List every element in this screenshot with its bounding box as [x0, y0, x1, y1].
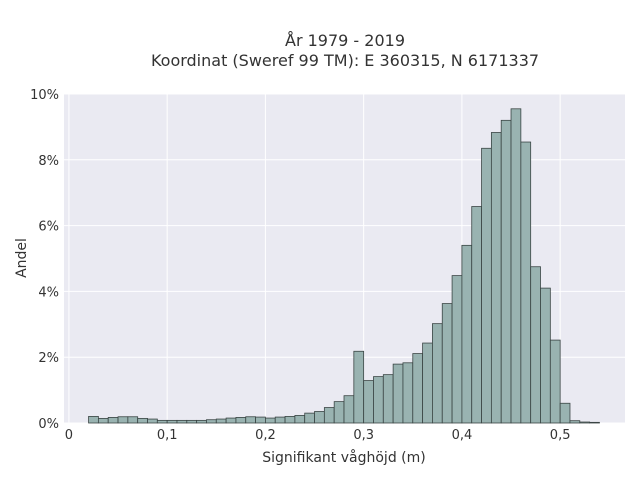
histogram-bar — [107, 417, 119, 424]
histogram-bar — [589, 421, 600, 424]
histogram-bar — [147, 418, 158, 424]
histogram-bar — [225, 417, 237, 424]
histogram-bar — [461, 244, 473, 424]
histogram-bar — [284, 416, 296, 424]
histogram-bar — [245, 416, 256, 424]
histogram-bar — [363, 380, 374, 424]
y-tick-label: 2% — [38, 351, 59, 366]
histogram-bar — [196, 419, 207, 424]
histogram-bar — [274, 416, 286, 424]
histogram-bar — [373, 376, 384, 424]
x-tick-label: 0,4 — [452, 428, 473, 443]
y-tick-label: 0% — [38, 417, 59, 432]
histogram-bar — [323, 407, 335, 424]
histogram-bar — [559, 402, 571, 424]
histogram-bar — [520, 141, 532, 424]
histogram-bar — [186, 419, 198, 424]
y-tick-label: 8% — [38, 154, 59, 169]
histogram-bar — [500, 119, 512, 424]
chart-title-line1: År 1979 - 2019 — [285, 31, 405, 50]
histogram-bar — [402, 362, 414, 424]
histogram-bar — [441, 303, 453, 424]
histogram-bar — [294, 415, 306, 424]
histogram-bar — [353, 350, 365, 424]
x-tick-labels: 0 0,1 0,2 0,3 0,4 0,5 — [65, 428, 571, 443]
histogram-bar — [343, 395, 355, 424]
x-tick-label: 0,2 — [255, 428, 276, 443]
histogram-bar — [392, 363, 404, 424]
histogram-bar — [137, 417, 148, 424]
y-tick-labels: 0% 2% 4% 6% 8% 10% — [30, 88, 59, 432]
histogram-bar — [382, 374, 394, 424]
x-tick-label: 0,1 — [157, 428, 178, 443]
histogram-bar — [540, 287, 551, 424]
histogram-bar — [333, 401, 345, 424]
y-tick-label: 6% — [38, 220, 59, 235]
y-tick-label: 4% — [38, 285, 59, 300]
histogram-bar — [579, 421, 591, 424]
histogram-bar — [412, 353, 424, 424]
histogram-bar — [432, 323, 443, 424]
histogram-bar — [166, 419, 178, 424]
histogram-bar — [481, 147, 492, 424]
histogram-bar — [215, 418, 227, 424]
histogram-bar — [206, 419, 217, 424]
histogram-bar — [490, 132, 502, 424]
histogram-bar — [117, 416, 129, 424]
histogram-bar — [88, 416, 99, 424]
bars — [88, 108, 600, 424]
x-tick-label: 0 — [65, 428, 73, 443]
y-axis-label: Andel — [14, 238, 30, 278]
histogram-bar — [530, 266, 541, 424]
histogram-bar — [127, 416, 139, 424]
histogram-bar — [510, 108, 522, 424]
x-axis-label: Signifikant våghöjd (m) — [262, 449, 425, 466]
histogram-bar — [451, 275, 463, 424]
chart-title-line2: Koordinat (Sweref 99 TM): E 360315, N 61… — [151, 51, 539, 70]
histogram-bar — [255, 416, 266, 424]
histogram-bar — [314, 411, 325, 424]
histogram-bar — [422, 342, 433, 424]
histogram-bar — [97, 417, 109, 424]
histogram-bar — [176, 419, 188, 424]
histogram-bar — [569, 420, 581, 424]
histogram-bar — [156, 419, 168, 424]
histogram-bar — [265, 417, 276, 424]
histogram-bar — [304, 412, 315, 424]
histogram-bar — [235, 417, 247, 424]
y-tick-label: 10% — [30, 88, 59, 103]
histogram-bar — [549, 339, 561, 424]
x-tick-label: 0,3 — [353, 428, 374, 443]
x-tick-label: 0,5 — [550, 428, 571, 443]
histogram-bar — [471, 206, 482, 424]
